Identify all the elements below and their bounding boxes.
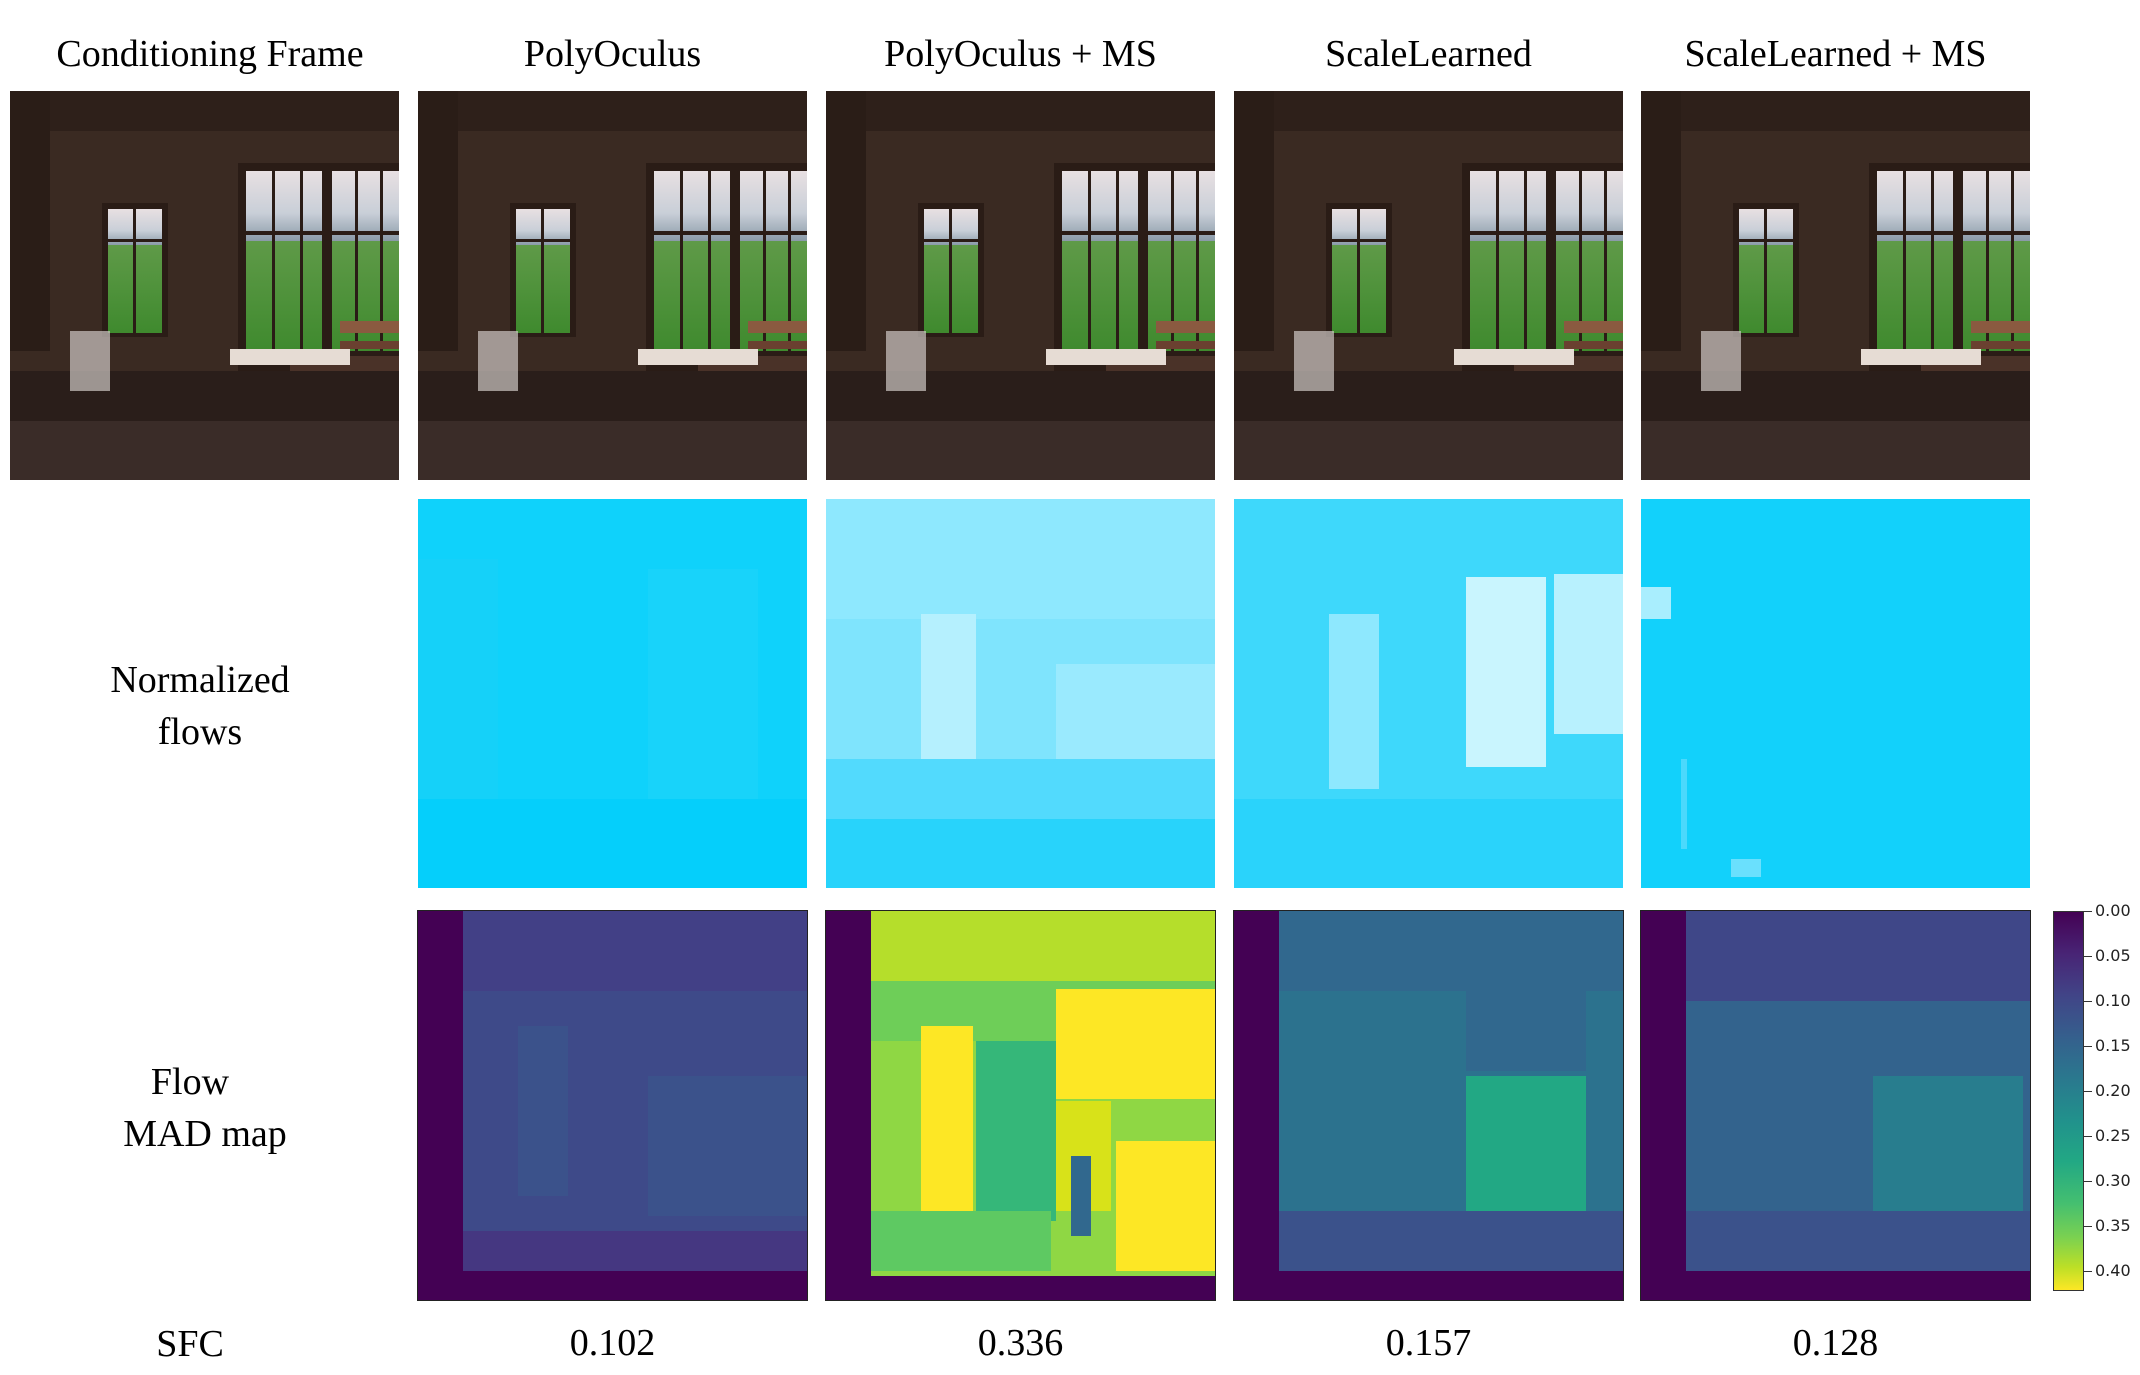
colorbar xyxy=(2053,911,2084,1291)
mad-map-polyoculus-ms xyxy=(825,910,1216,1301)
column-title-scalelearned: ScaleLearned xyxy=(1325,33,1532,75)
sfc-value-polyoculus: 0.102 xyxy=(569,1322,656,1364)
colorbar-tick xyxy=(2084,1181,2092,1182)
image-conditioning-frame xyxy=(10,91,399,480)
sfc-value-scalelearned: 0.157 xyxy=(1385,1322,1472,1364)
image-scalelearned-frame xyxy=(1234,91,1623,480)
sfc-value-scalelearned-ms: 0.128 xyxy=(1792,1322,1879,1364)
image-polyoculus-ms-frame xyxy=(826,91,1215,480)
row-label-normalized-flows: Normalized flows xyxy=(60,654,340,758)
row-label-flows-line1: Normalized xyxy=(110,659,290,701)
colorbar-label: 0.40 xyxy=(2095,1261,2131,1280)
row-label-flow-mad-map: Flow MAD map xyxy=(60,1056,350,1160)
colorbar-tick xyxy=(2084,1046,2092,1047)
mad-map-scalelearned-ms xyxy=(1640,910,2031,1301)
mad-map-polyoculus xyxy=(417,910,808,1301)
column-title-polyoculus: PolyOculus xyxy=(523,33,702,75)
flow-polyoculus xyxy=(418,499,807,888)
sfc-value-polyoculus-ms: 0.336 xyxy=(977,1322,1064,1364)
column-title-scalelearned-ms: ScaleLearned + MS xyxy=(1684,33,1987,75)
column-title-conditioning: Conditioning Frame xyxy=(56,33,364,75)
colorbar-label: 0.20 xyxy=(2095,1081,2131,1100)
image-polyoculus-frame xyxy=(418,91,807,480)
colorbar-label: 0.25 xyxy=(2095,1126,2131,1145)
colorbar-label: 0.00 xyxy=(2095,901,2131,920)
colorbar-tick xyxy=(2084,1271,2092,1272)
column-title-polyoculus-ms: PolyOculus + MS xyxy=(884,33,1157,75)
row-label-mad-line1: Flow xyxy=(150,1061,230,1103)
colorbar-label: 0.30 xyxy=(2095,1171,2131,1190)
colorbar-label: 0.05 xyxy=(2095,946,2131,965)
colorbar-label: 0.15 xyxy=(2095,1036,2131,1055)
flow-polyoculus-ms xyxy=(826,499,1215,888)
colorbar-tick xyxy=(2084,911,2092,912)
row-label-flows-line2: flows xyxy=(157,711,243,753)
colorbar-tick xyxy=(2084,1091,2092,1092)
row-label-sfc: SFC xyxy=(156,1323,224,1365)
flow-scalelearned xyxy=(1234,499,1623,888)
flow-scalelearned-ms xyxy=(1641,499,2030,888)
colorbar-label: 0.35 xyxy=(2095,1216,2131,1235)
colorbar-label: 0.10 xyxy=(2095,991,2131,1010)
colorbar-tick xyxy=(2084,1226,2092,1227)
image-scalelearned-ms-frame xyxy=(1641,91,2030,480)
row-label-mad-line2: MAD map xyxy=(123,1113,287,1155)
colorbar-tick xyxy=(2084,956,2092,957)
colorbar-tick xyxy=(2084,1001,2092,1002)
colorbar-tick xyxy=(2084,1136,2092,1137)
mad-map-scalelearned xyxy=(1233,910,1624,1301)
